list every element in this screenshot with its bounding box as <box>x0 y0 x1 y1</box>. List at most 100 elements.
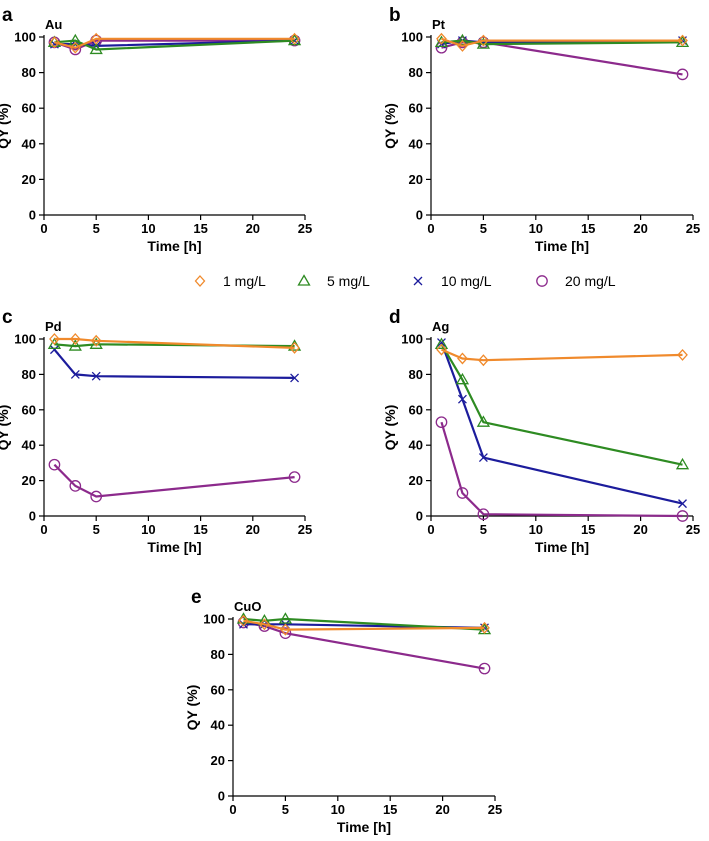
legend-marker <box>413 276 423 286</box>
data-point <box>290 373 300 383</box>
data-point <box>675 457 690 470</box>
series-line <box>243 617 485 631</box>
series-10-mg-l <box>437 338 687 509</box>
panel-letter: e <box>191 587 202 608</box>
series-1-mg-l <box>49 333 300 354</box>
x-tick-label: 25 <box>686 221 700 236</box>
data-point <box>434 337 449 349</box>
data-point <box>676 68 689 81</box>
y-tick-label: 0 <box>218 789 225 804</box>
series-line <box>243 619 485 631</box>
panel-letter: a <box>2 5 13 26</box>
legend-item: 10 mg/L <box>413 273 492 289</box>
data-point <box>478 34 489 47</box>
series-line <box>440 421 683 518</box>
data-point <box>678 499 687 509</box>
y-axis-label: QY (%) <box>184 685 200 731</box>
x-tick-label: 10 <box>529 522 543 537</box>
series-1-mg-l <box>436 32 688 52</box>
legend: 1 mg/L 5 mg/L 10 mg/L 20 mg/L <box>194 273 616 289</box>
data-point <box>456 487 469 499</box>
panel-title: Pt <box>432 17 446 32</box>
x-tick-label: 0 <box>229 802 236 817</box>
x-tick-label: 5 <box>282 802 289 817</box>
y-axis-label: QY (%) <box>382 103 398 149</box>
x-tick-label: 20 <box>633 221 647 236</box>
legend-label: 1 mg/L <box>223 273 266 289</box>
data-point <box>677 34 688 47</box>
x-tick-label: 0 <box>427 522 434 537</box>
data-point <box>455 33 470 46</box>
legend-item: 1 mg/L <box>194 273 266 289</box>
series-line <box>243 623 485 629</box>
legend-label: 5 mg/L <box>327 273 370 289</box>
y-tick-label: 100 <box>401 30 423 45</box>
data-point <box>69 41 81 54</box>
data-point <box>91 371 101 381</box>
y-tick-label: 0 <box>29 509 36 524</box>
series-line <box>54 37 295 49</box>
data-point <box>90 334 102 347</box>
series-20-mg-l <box>435 416 689 522</box>
data-point <box>677 348 688 361</box>
data-point <box>457 39 468 52</box>
y-tick-label: 40 <box>409 438 423 453</box>
panel-title: CuO <box>234 599 261 614</box>
data-point <box>479 621 490 634</box>
series-line <box>441 37 683 48</box>
x-axis-label: Time [h] <box>147 238 201 254</box>
y-tick-label: 0 <box>29 208 36 223</box>
data-point <box>69 480 82 492</box>
x-tick-label: 15 <box>193 221 207 236</box>
x-tick-label: 20 <box>435 802 449 817</box>
panel-letter: b <box>389 5 401 26</box>
data-point <box>457 352 468 365</box>
x-axis-label: Time [h] <box>337 819 391 835</box>
legend-marker <box>297 274 311 286</box>
data-point <box>477 508 490 521</box>
x-tick-label: 20 <box>633 522 647 537</box>
y-tick-label: 60 <box>211 682 225 697</box>
x-tick-label: 5 <box>93 522 100 537</box>
series-1-mg-l <box>436 343 688 367</box>
x-axis-label: Time [h] <box>147 539 201 555</box>
series-1-mg-l <box>238 614 490 636</box>
y-tick-label: 80 <box>22 367 36 382</box>
x-tick-label: 10 <box>141 522 155 537</box>
data-point <box>288 471 301 483</box>
data-point <box>90 32 102 45</box>
series-1-mg-l <box>49 32 300 54</box>
data-point <box>69 333 81 345</box>
series-20-mg-l <box>48 458 301 503</box>
data-point <box>278 612 293 624</box>
x-tick-label: 25 <box>686 522 700 537</box>
y-tick-label: 40 <box>211 718 225 733</box>
data-point <box>436 343 447 356</box>
y-tick-label: 20 <box>409 473 423 488</box>
panel-title: Pd <box>45 319 62 334</box>
legend-item: 20 mg/L <box>536 273 616 289</box>
y-axis-label: QY (%) <box>382 405 398 451</box>
panel-letter: c <box>2 307 13 328</box>
panel-e: e CuO 0 20 40 60 80 100 0 5 10 15 20 25 Time [h] QY (%) <box>184 587 502 835</box>
y-axis-label: QY (%) <box>0 405 11 451</box>
legend-label: 20 mg/L <box>565 273 616 289</box>
y-tick-label: 60 <box>409 101 423 116</box>
panel-b: b Pt 0 20 40 60 80 100 0 5 10 15 20 25 Time [h] QY (%) <box>382 5 700 254</box>
y-tick-label: 100 <box>14 332 36 347</box>
x-tick-label: 25 <box>298 522 312 537</box>
y-tick-label: 60 <box>22 402 36 417</box>
y-axis-label: QY (%) <box>0 103 11 149</box>
data-point <box>435 416 448 429</box>
x-tick-label: 10 <box>141 221 155 236</box>
data-point <box>435 41 448 54</box>
data-point <box>437 338 446 347</box>
panel-a: a Au 0 20 40 60 80 100 0 5 10 15 20 25 Time [h] QY (%) <box>0 5 312 254</box>
y-tick-label: 40 <box>22 136 36 151</box>
series-10-mg-l <box>49 345 300 383</box>
panel-letter: d <box>389 307 401 328</box>
legend-marker <box>536 275 548 287</box>
y-tick-label: 20 <box>409 172 423 187</box>
y-tick-label: 20 <box>22 172 36 187</box>
